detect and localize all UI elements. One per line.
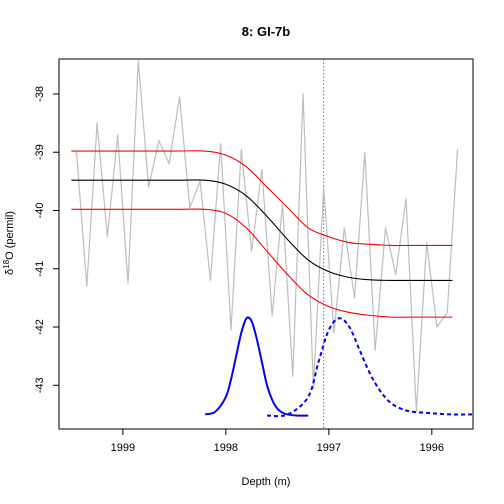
- y-axis-label-rest: O (permil): [4, 211, 16, 260]
- y-tick-label: -42: [34, 319, 46, 335]
- density-dashed-line: [266, 317, 474, 418]
- x-tick-label: 1998: [214, 442, 238, 454]
- x-tick-label: 1999: [111, 442, 135, 454]
- y-tick-label: -38: [34, 86, 46, 102]
- x-axis: 1999 1998 1997 1996: [111, 428, 444, 454]
- x-axis-label: Depth (m): [242, 476, 291, 488]
- chart-title: 8: GI-7b: [242, 24, 290, 39]
- density-solid-line: [204, 316, 309, 417]
- upper-bound-line: [71, 150, 453, 247]
- fit-line: [71, 179, 453, 282]
- y-tick-label: -40: [34, 203, 46, 219]
- y-tick-label: -43: [34, 377, 46, 393]
- series-layer: [71, 59, 474, 429]
- y-axis-label-sup: 18: [2, 259, 11, 268]
- y-axis-label-delta: δ: [4, 269, 16, 275]
- y-tick-label: -39: [34, 144, 46, 160]
- y-tick-label: -41: [34, 261, 46, 277]
- raw-data-line: [75, 60, 459, 413]
- x-tick-label: 1996: [420, 442, 444, 454]
- plot-frame: [58, 58, 474, 430]
- x-tick-label: 1997: [317, 442, 341, 454]
- y-axis-label: δ18O (permil): [2, 211, 16, 275]
- y-axis: -38 -39 -40 -41 -42 -43: [34, 86, 60, 393]
- lower-bound-line: [71, 208, 453, 318]
